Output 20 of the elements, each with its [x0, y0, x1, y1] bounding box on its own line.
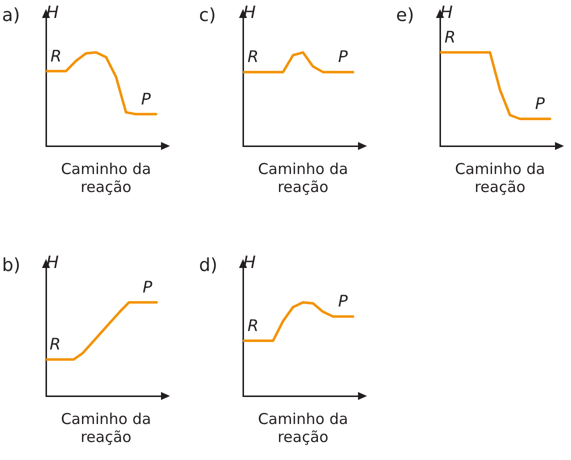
x-axis-title: Caminho da reação [454, 160, 546, 196]
x-axis-title: Caminho da reação [60, 160, 152, 196]
text: R [444, 28, 456, 47]
annotation: P [338, 292, 348, 311]
annotation: R [247, 47, 259, 66]
chart-title: e) [396, 5, 414, 26]
x-axis-title: Caminho da reação [60, 410, 152, 446]
annotation: R [247, 316, 259, 335]
text: P [142, 278, 153, 297]
chart-title: c) [199, 5, 216, 26]
x-axis-title: Caminho da reação [256, 160, 350, 196]
annotation: R [50, 334, 61, 354]
chart-title: d) [199, 255, 218, 276]
annotation: P [535, 94, 546, 114]
chart-title: b) [2, 255, 20, 276]
annotation: P [338, 47, 348, 66]
annotation: P [141, 89, 152, 108]
chart-title: a) [2, 5, 20, 26]
x-axis-title: Caminho da reação [256, 410, 350, 446]
annotation: R [50, 46, 62, 66]
